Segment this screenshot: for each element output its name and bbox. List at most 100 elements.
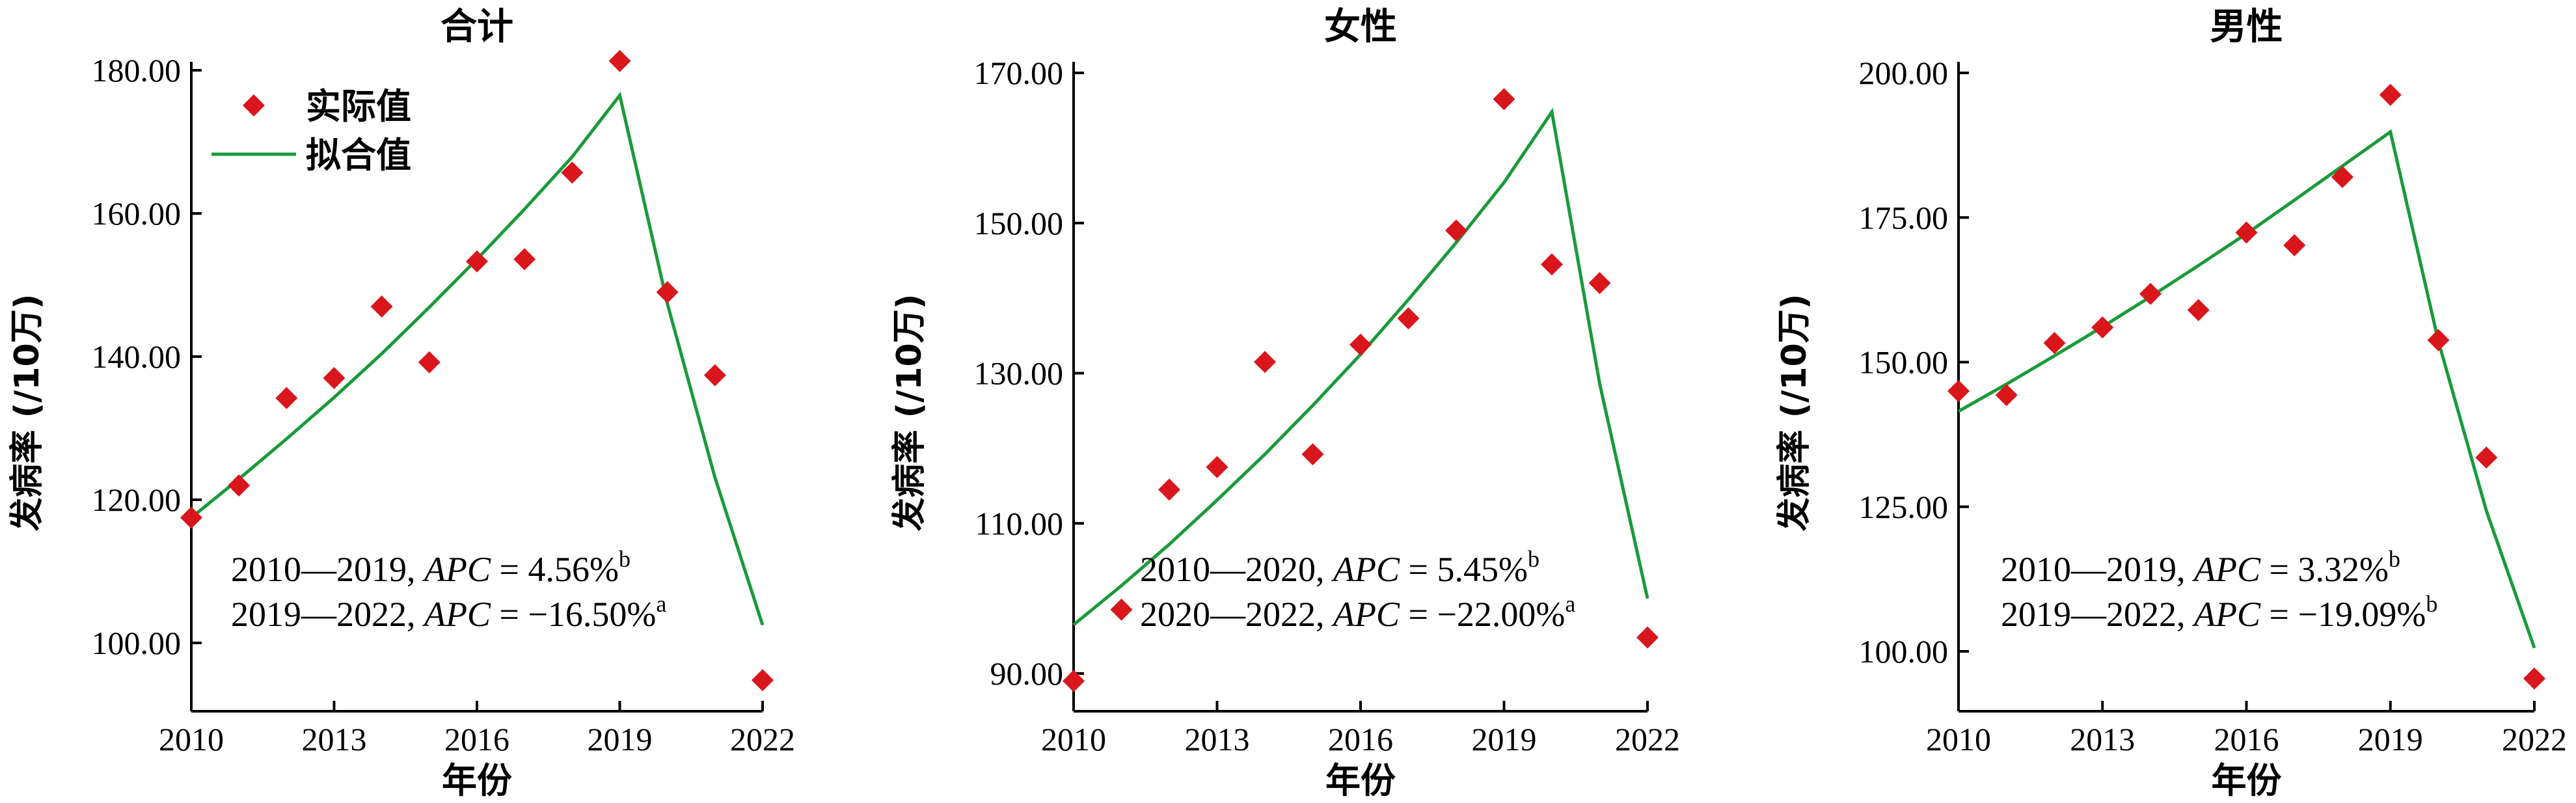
x-tick-label: 2016	[2214, 721, 2279, 757]
legend-label-fitted: 拟合值	[306, 135, 411, 176]
actual-point	[1947, 379, 1970, 402]
y-tick-label: 175.00	[1859, 199, 1949, 236]
apc-significance: b	[2389, 546, 2400, 572]
actual-point	[2283, 234, 2306, 256]
actual-point	[2523, 667, 2545, 690]
x-axis-label: 年份	[1325, 760, 1396, 801]
y-tick-label: 130.00	[974, 355, 1064, 392]
actual-point	[323, 367, 346, 389]
panel-3: 男性 100.00 125.00 150.00 175.00 200.00 2010 2013…	[1775, 6, 2567, 801]
apc-label: APC	[422, 550, 491, 589]
y-tick-label: 100.00	[92, 625, 182, 661]
actual-point	[513, 248, 536, 271]
y-tick-label: 120.00	[92, 482, 182, 518]
apc-period: 2010—2020,	[1140, 550, 1333, 589]
apc-significance: b	[2426, 591, 2437, 617]
apc-label: APC	[2192, 550, 2261, 589]
chart-title: 男性	[2210, 6, 2283, 48]
x-tick-label: 2016	[444, 721, 509, 757]
actual-point	[1445, 219, 1467, 242]
x-tick-label: 2010	[1041, 721, 1106, 757]
actual-point	[1493, 88, 1515, 111]
actual-point	[2091, 316, 2114, 339]
x-tick-label: 2022	[1615, 721, 1680, 757]
apc-value: = −22.00%	[1400, 595, 1565, 634]
actual-point	[1110, 598, 1133, 621]
actual-point	[656, 281, 679, 303]
apc-annotation: 2020—2022, APC = −22.00%a	[1140, 591, 1575, 634]
actual-point	[1636, 626, 1659, 649]
legend-label-actual: 实际值	[306, 86, 411, 127]
actual-point	[703, 364, 726, 387]
actual-point	[2043, 332, 2066, 355]
actual-point	[1995, 384, 2018, 407]
x-tick-label: 2013	[2070, 721, 2135, 757]
actual-point	[1349, 333, 1372, 356]
apc-period: 2019—2022,	[231, 595, 424, 634]
x-tick-label: 2022	[2502, 721, 2567, 757]
apc-significance: b	[619, 546, 630, 572]
y-tick-label: 150.00	[974, 205, 1064, 241]
x-tick-label: 2010	[159, 721, 224, 757]
y-axis-label: 发病率 (/10万)	[1775, 294, 1814, 532]
actual-point	[228, 474, 251, 497]
x-tick-label: 2019	[588, 721, 653, 757]
legend-marker-actual	[243, 94, 265, 116]
actual-point	[466, 250, 488, 273]
actual-point	[1158, 478, 1180, 501]
actual-point	[2235, 221, 2258, 244]
apc-annotation: 2019—2022, APC = −16.50%a	[231, 591, 666, 634]
chart-title: 女性	[1324, 6, 1397, 48]
apc-annotation: 2019—2022, APC = −19.09%b	[2001, 591, 2437, 634]
fitted-line	[1072, 107, 1649, 626]
y-tick-label: 180.00	[92, 52, 182, 88]
actual-point	[2475, 446, 2498, 469]
apc-significance: a	[1565, 591, 1575, 617]
actual-point	[1301, 443, 1324, 466]
panel-1: 合计 100.00 120.00 140.00 160.00 180.00 2010 2013…	[8, 6, 795, 801]
actual-point	[1254, 351, 1276, 374]
x-axis-label: 年份	[2212, 760, 2282, 801]
apc-label: APC	[422, 595, 491, 634]
actual-point	[370, 295, 393, 318]
x-tick-label: 2022	[730, 721, 795, 757]
y-tick-label: 170.00	[974, 55, 1064, 91]
y-tick-label: 110.00	[975, 505, 1063, 541]
y-tick-label: 90.00	[990, 655, 1064, 692]
apc-period: 2020—2022,	[1140, 595, 1333, 634]
actual-point	[2187, 299, 2210, 321]
actual-point	[752, 669, 774, 692]
y-tick-label: 160.00	[92, 195, 182, 232]
x-tick-label: 2010	[1926, 721, 1991, 757]
x-axis-label: 年份	[442, 760, 512, 801]
actual-point	[1588, 272, 1611, 295]
y-tick-label: 125.00	[1859, 489, 1949, 525]
apc-label: APC	[1331, 550, 1400, 589]
apc-value: = 4.56%	[491, 550, 619, 589]
y-tick-label: 200.00	[1859, 55, 1949, 91]
panel-2: 女性 90.00 110.00 130.00 150.00 170.00 2010 2013 2…	[890, 6, 1680, 801]
chart-title: 合计	[441, 6, 513, 48]
actual-point	[561, 161, 584, 184]
apc-value: = −19.09%	[2260, 595, 2426, 634]
actual-point	[2139, 282, 2162, 305]
fitted-line	[190, 91, 765, 626]
actual-point	[2427, 329, 2450, 351]
x-tick-label: 2016	[1328, 721, 1393, 757]
actual-point	[2379, 83, 2402, 106]
apc-annotation: 2010—2020, APC = 5.45%b	[1140, 546, 1539, 589]
apc-value: = −16.50%	[491, 595, 656, 634]
actual-point	[180, 506, 202, 529]
apc-value: = 3.32%	[2260, 550, 2389, 589]
actual-point	[608, 49, 631, 72]
y-tick-label: 150.00	[1859, 344, 1949, 381]
actual-point	[275, 387, 298, 409]
x-tick-label: 2019	[1472, 721, 1537, 757]
apc-period: 2010—2019,	[2001, 550, 2194, 589]
apc-annotation: 2010—2019, APC = 3.32%b	[2001, 546, 2400, 589]
apc-label: APC	[2192, 595, 2261, 634]
apc-period: 2010—2019,	[231, 550, 424, 589]
apc-annotation: 2010—2019, APC = 4.56%b	[231, 546, 630, 589]
